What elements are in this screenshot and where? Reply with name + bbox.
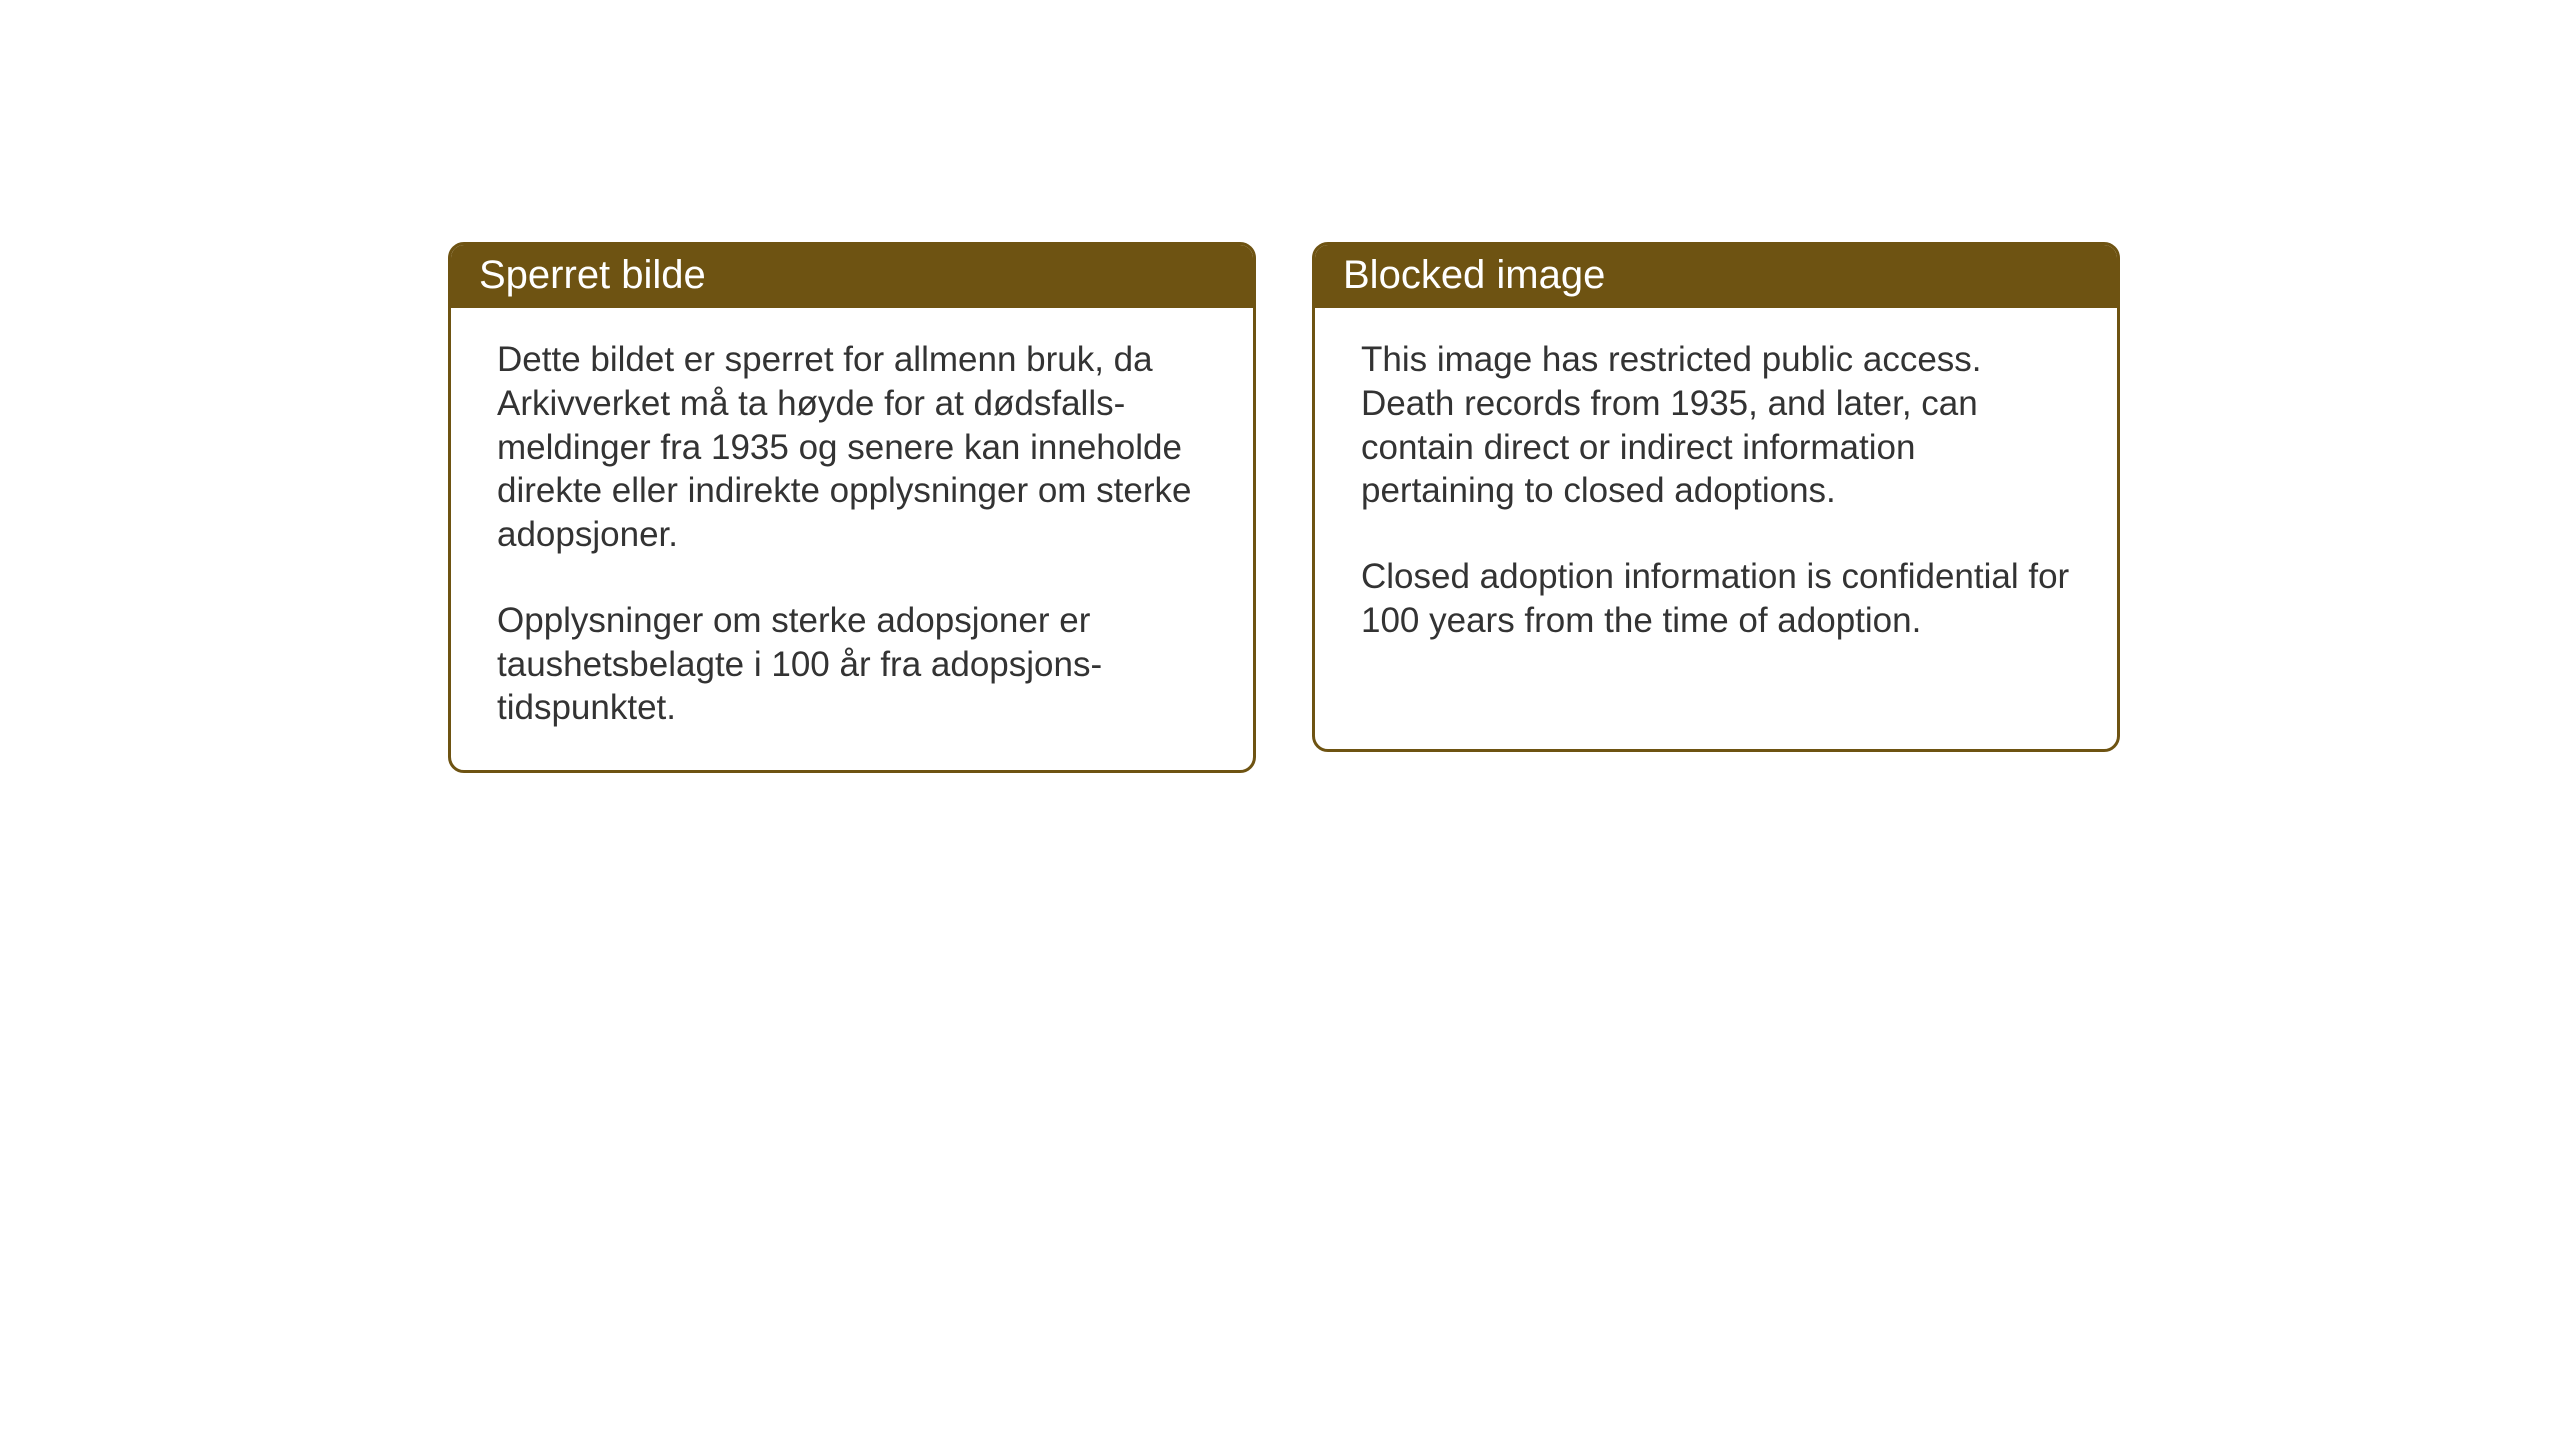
- notice-container: Sperret bilde Dette bildet er sperret fo…: [448, 242, 2120, 773]
- notice-body-norwegian: Dette bildet er sperret for allmenn bruk…: [451, 308, 1253, 770]
- notice-paragraph-2-no: Opplysninger om sterke adopsjoner er tau…: [497, 599, 1207, 730]
- notice-card-english: Blocked image This image has restricted …: [1312, 242, 2120, 752]
- notice-paragraph-1-no: Dette bildet er sperret for allmenn bruk…: [497, 338, 1207, 557]
- notice-paragraph-1-en: This image has restricted public access.…: [1361, 338, 2071, 513]
- notice-card-norwegian: Sperret bilde Dette bildet er sperret fo…: [448, 242, 1256, 773]
- notice-paragraph-2-en: Closed adoption information is confident…: [1361, 555, 2071, 643]
- notice-body-english: This image has restricted public access.…: [1315, 308, 2117, 683]
- notice-header-english: Blocked image: [1315, 245, 2117, 308]
- notice-header-norwegian: Sperret bilde: [451, 245, 1253, 308]
